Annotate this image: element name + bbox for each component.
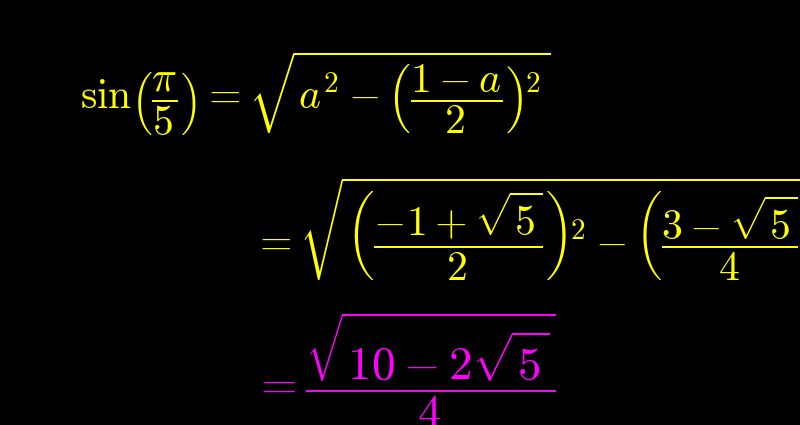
Text: $= \sqrt{\left(\dfrac{-1+\sqrt{5}}{2}\right)^{\!2} - \left(\dfrac{3-\sqrt{5}}{4}: $= \sqrt{\left(\dfrac{-1+\sqrt{5}}{2}\ri… <box>252 176 800 283</box>
Text: $\sin\!\left(\dfrac{\pi}{5}\right) = \sqrt{a^2 - \left(\dfrac{1-a}{2}\right)^{\!: $\sin\!\left(\dfrac{\pi}{5}\right) = \sq… <box>80 49 550 138</box>
Text: $= \dfrac{\sqrt{10 - 2\sqrt{5}}}{4}$: $= \dfrac{\sqrt{10 - 2\sqrt{5}}}{4}$ <box>252 310 555 425</box>
